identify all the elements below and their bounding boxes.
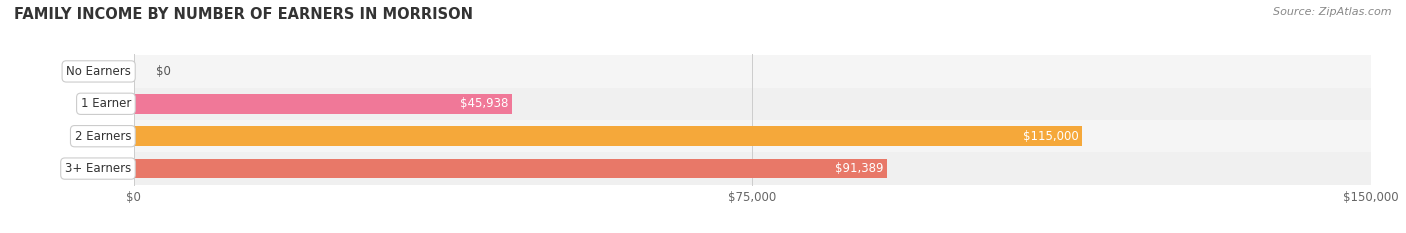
Text: $0: $0 (156, 65, 170, 78)
Text: FAMILY INCOME BY NUMBER OF EARNERS IN MORRISON: FAMILY INCOME BY NUMBER OF EARNERS IN MO… (14, 7, 472, 22)
Text: 3+ Earners: 3+ Earners (65, 162, 131, 175)
Bar (134, 88, 1371, 120)
Text: $115,000: $115,000 (1022, 130, 1078, 143)
Text: No Earners: No Earners (66, 65, 131, 78)
Text: Source: ZipAtlas.com: Source: ZipAtlas.com (1274, 7, 1392, 17)
Bar (134, 120, 1371, 152)
Text: $45,938: $45,938 (460, 97, 509, 110)
Bar (134, 159, 887, 178)
Bar (134, 94, 513, 113)
Text: 1 Earner: 1 Earner (80, 97, 131, 110)
Text: $91,389: $91,389 (835, 162, 884, 175)
Bar (134, 152, 1371, 185)
Bar (134, 127, 1083, 146)
Text: 2 Earners: 2 Earners (75, 130, 131, 143)
Bar (134, 55, 1371, 88)
